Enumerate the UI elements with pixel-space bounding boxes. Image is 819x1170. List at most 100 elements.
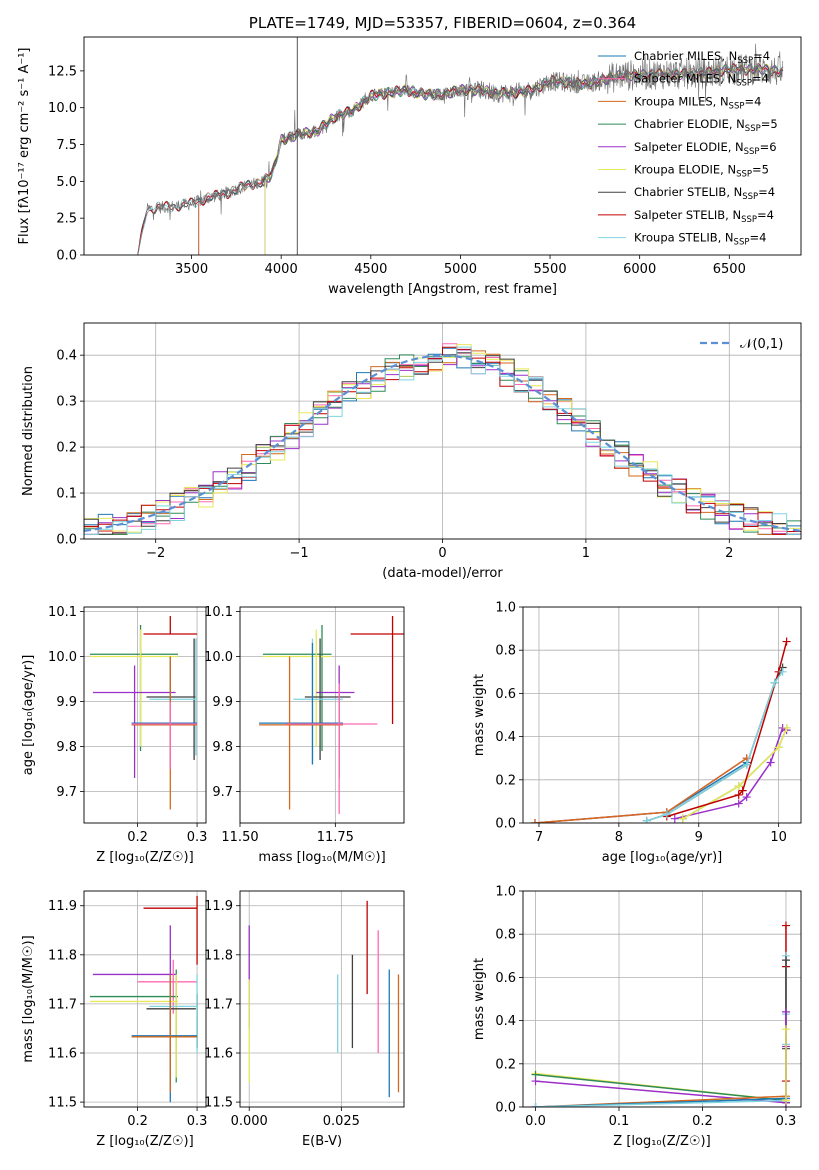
legend-entry-label: Kroupa STELIB, N <box>634 231 734 245</box>
normal-reference-curve <box>84 354 801 532</box>
legend-entry-label: Kroupa ELODIE, N <box>634 163 736 177</box>
y-axis-label: mass weight <box>472 958 487 1040</box>
x-tick-label: 6500 <box>713 262 746 277</box>
series-line <box>682 727 788 820</box>
x-tick-label: 11.75 <box>317 830 354 845</box>
plot-area <box>523 607 801 823</box>
y-tick-label: 0.8 <box>495 928 516 943</box>
legend-entry-suffix: =4 <box>744 94 761 108</box>
legend-entry: Kroupa STELIB, NSSP=4 <box>634 231 766 248</box>
y-tick-label: 9.7 <box>56 785 77 800</box>
x-axis-label: Z [log₁₀(Z/Z☉)] <box>96 1134 193 1149</box>
legend-entry: Salpeter MILES, NSSP=4 <box>634 72 769 89</box>
y-tick-label: 11.8 <box>204 948 233 963</box>
legend-entry: Chabrier MILES, NSSP=4 <box>634 49 770 66</box>
axes-frame <box>83 890 207 1108</box>
legend-entry-label: Chabrier ELODIE, N <box>634 117 745 131</box>
x-axis-label: (data-model)/error <box>382 566 503 581</box>
plot-area <box>240 607 404 823</box>
y-axis-label: Flux [fλ10⁻¹⁷ erg cm⁻² s⁻¹ A⁻¹] <box>17 48 32 245</box>
data-point-marker <box>781 956 790 965</box>
data-point-marker <box>774 743 783 752</box>
y-axis-label: age [log₁₀(age/yr)] <box>21 655 36 776</box>
x-tick-label: 0.025 <box>323 1114 360 1129</box>
legend-entry: Chabrier ELODIE, NSSP=5 <box>634 117 778 134</box>
x-tick-label: 0 <box>438 546 446 561</box>
y-tick-label: 11.6 <box>48 1047 77 1062</box>
chart-title: PLATE=1749, MJD=53357, FIBERID=0604, z=0… <box>249 14 636 32</box>
data-point-marker <box>734 799 743 808</box>
legend-entry-suffix: =4 <box>753 49 770 63</box>
legend-entry-sub: SSP <box>737 56 753 66</box>
x-tick-label: 5000 <box>444 262 477 277</box>
legend-entry-sub: SSP <box>736 170 752 180</box>
y-tick-label: 11.6 <box>204 1047 233 1062</box>
legend-entry-label: Chabrier STELIB, N <box>634 185 742 199</box>
data-point-marker <box>781 1025 790 1034</box>
axes-frame <box>522 890 802 1108</box>
y-tick-label: 5.0 <box>56 175 77 190</box>
y-tick-label: 0.1 <box>56 487 77 502</box>
x-tick-label: 8 <box>615 830 623 845</box>
legend-entry-sub: SSP <box>741 215 757 225</box>
x-tick-label: 2 <box>725 546 733 561</box>
data-point-marker <box>531 1103 540 1107</box>
data-point-marker <box>766 758 775 767</box>
x-tick-label: 1 <box>582 546 590 561</box>
y-axis-label: mass [log₁₀(M/M☉)] <box>21 935 36 1062</box>
legend-entry: Kroupa ELODIE, NSSP=5 <box>634 163 769 180</box>
legend-entry-sub: SSP <box>745 124 761 134</box>
axes-frame <box>522 606 802 824</box>
x-axis-label: wavelength [Angstrom, rest frame] <box>328 282 557 297</box>
plot-area <box>137 37 784 255</box>
data-point-marker <box>531 1077 540 1086</box>
panel-mass-weight-vs-metallicity: 0.0 0.1 0.2 0.3 0.0 0.2 0.4 0.6 0.8 1.0 Z [log₁₀(Z… <box>472 885 802 1149</box>
y-tick-label: 11.5 <box>204 1096 233 1111</box>
axes-frame <box>83 322 802 540</box>
y-tick-label: 0.6 <box>495 971 516 986</box>
plot-area <box>523 891 801 1107</box>
legend-entry-label: Kroupa MILES, N <box>634 94 729 108</box>
x-tick-label: 10 <box>770 830 787 845</box>
axes-frame <box>83 606 207 824</box>
y-tick-label: 9.8 <box>56 740 77 755</box>
y-tick-label: 0.8 <box>495 644 516 659</box>
data-point-marker <box>662 810 671 819</box>
series-line <box>535 1099 787 1107</box>
y-tick-label: 0.0 <box>495 1101 516 1116</box>
y-tick-label: 11.7 <box>204 997 233 1012</box>
series-line <box>646 671 784 822</box>
y-tick-label: 0.3 <box>56 395 77 410</box>
y-tick-label: 11.9 <box>48 899 77 914</box>
data-point-marker <box>781 1096 790 1105</box>
series-line <box>535 1073 787 1102</box>
data-point-marker <box>742 793 751 802</box>
y-tick-label: 7.5 <box>56 138 77 153</box>
plot-area <box>84 607 206 823</box>
x-tick-label: 3500 <box>175 262 208 277</box>
legend-entry-sub: SSP <box>744 147 760 157</box>
y-tick-label: 11.9 <box>204 899 233 914</box>
observed-spectrum-line <box>137 43 784 255</box>
data-point-marker <box>670 814 679 823</box>
x-axis-label: Z [log₁₀(Z/Z☉)] <box>613 1134 710 1149</box>
legend-entry-suffix: =4 <box>758 185 775 199</box>
panel-mass-vs-extinction: 0.000 0.025 11.5 11.6 11.7 11.8 11.9 E(B-V) <box>204 890 405 1149</box>
data-point-marker <box>530 819 539 823</box>
legend-entry-label: Salpeter STELIB, N <box>634 208 741 222</box>
y-axis-label: mass weight <box>472 674 487 756</box>
x-tick-label: 7 <box>535 830 543 845</box>
legend-entry-label: Chabrier MILES, N <box>634 49 737 63</box>
data-point-marker <box>770 678 779 687</box>
legend-entry-label: Salpeter MILES, N <box>634 72 736 86</box>
legend-entry-suffix: =6 <box>760 140 777 154</box>
x-axis-label: Z [log₁₀(Z/Z☉)] <box>96 850 193 865</box>
axes-frame <box>239 890 405 1108</box>
data-point-marker <box>734 790 743 799</box>
x-tick-label: 6000 <box>623 262 656 277</box>
panel-age-vs-mass: 11.50 11.75 9.7 9.8 9.9 10.0 10.1 mass [log₁₀(M… <box>204 605 405 865</box>
x-tick-label: 0.0 <box>525 1114 546 1129</box>
y-tick-label: 9.8 <box>212 740 233 755</box>
